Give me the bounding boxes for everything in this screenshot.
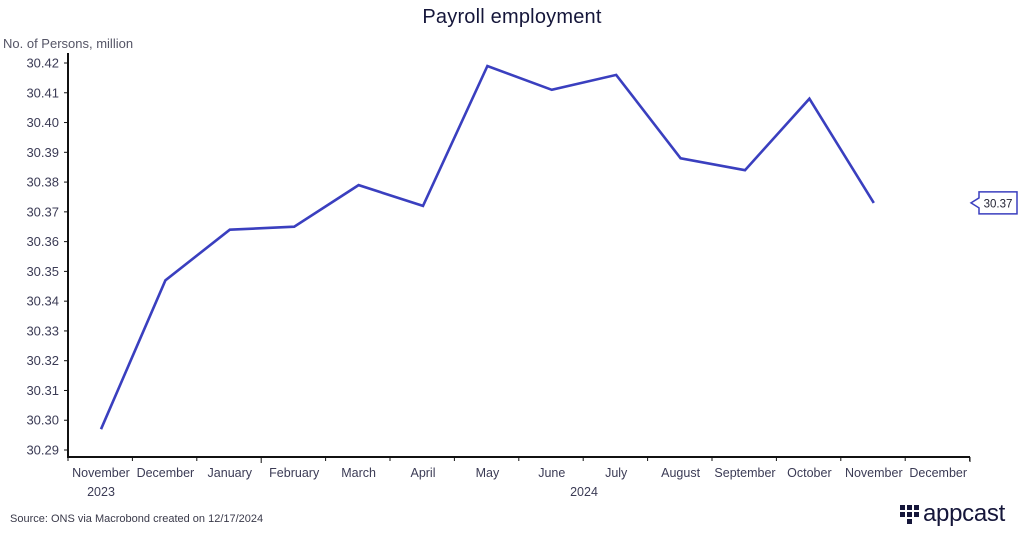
logo-text: appcast (923, 500, 1005, 527)
source-note: Source: ONS via Macrobond created on 12/… (10, 513, 264, 525)
y-tick-label: 30.33 (26, 323, 59, 338)
y-tick-label: 30.30 (26, 413, 59, 428)
y-tick-label: 30.39 (26, 145, 59, 160)
x-tick-label: September (714, 466, 775, 480)
year-label: 2024 (570, 485, 598, 499)
x-tick-label: March (341, 466, 376, 480)
x-tick-label: June (538, 466, 565, 480)
x-tick-label: July (605, 466, 628, 480)
x-tick-label: October (787, 466, 831, 480)
y-tick-label: 30.32 (26, 353, 59, 368)
x-tick-label: November (845, 466, 903, 480)
x-tick-label: May (476, 466, 500, 480)
svg-text:30.37: 30.37 (984, 198, 1013, 210)
data-series (99, 64, 875, 430)
y-tick-label: 30.41 (26, 85, 59, 100)
x-tick-label: November (72, 466, 130, 480)
appcast-logo: appcast (900, 502, 1005, 526)
y-axis: 30.42 30.41 30.40 30.39 30.38 30.37 30.36 30.35… (26, 53, 69, 458)
year-label: 2023 (87, 485, 115, 499)
y-axis-title: No. of Persons, million (3, 36, 134, 51)
x-axis: November December January February March Apri… (67, 456, 971, 499)
chart-title: Payroll employment (422, 6, 602, 28)
y-tick-label: 30.42 (26, 56, 59, 71)
x-tick-label: December (909, 466, 967, 480)
y-tick-label: 30.38 (26, 175, 59, 190)
x-tick-label: December (137, 466, 195, 480)
y-tick-label: 30.34 (26, 294, 59, 309)
y-tick-label: 30.40 (26, 115, 59, 130)
x-tick-label: February (269, 466, 320, 480)
y-tick-label: 30.29 (26, 443, 59, 458)
logo-grid-icon (900, 504, 919, 524)
series-line (99, 64, 875, 430)
last-value-label: 30.37 (969, 191, 1018, 215)
y-tick-label: 30.37 (26, 204, 59, 219)
x-tick-label: August (661, 466, 700, 480)
y-tick-label: 30.35 (26, 264, 59, 279)
x-tick-label: April (410, 466, 435, 480)
x-tick-label: January (208, 466, 253, 480)
y-tick-label: 30.36 (26, 234, 59, 249)
y-tick-label: 30.31 (26, 383, 59, 398)
